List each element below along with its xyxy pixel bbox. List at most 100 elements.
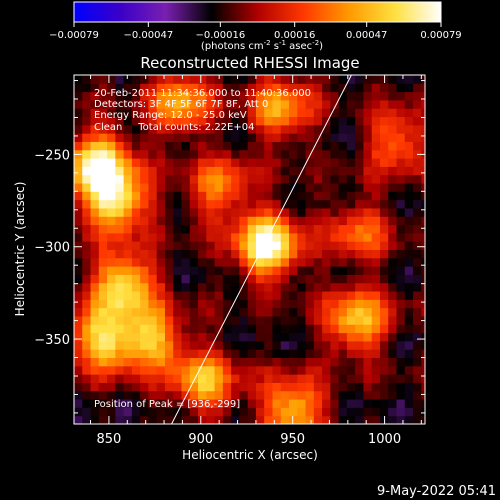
heatmap-cell: [107, 407, 116, 417]
heatmap-cell: [222, 282, 232, 292]
heatmap-cell: [280, 291, 290, 300]
heatmap-cell: [322, 216, 331, 226]
heatmap-cell: [247, 282, 257, 292]
heatmap-cell: [107, 415, 116, 424]
heatmap-cell: [264, 274, 273, 284]
heatmap-cell: [421, 390, 425, 400]
heatmap-cell: [181, 249, 191, 259]
heatmap-cell: [140, 158, 149, 167]
heatmap-cell: [396, 266, 406, 275]
heatmap-cell: [305, 191, 315, 201]
heatmap-cell: [74, 266, 83, 275]
heatmap-cell: [222, 91, 232, 101]
heatmap-cell: [338, 374, 348, 383]
heatmap-cell: [396, 340, 406, 350]
heatmap-cell: [140, 324, 149, 334]
heatmap-cell: [98, 124, 108, 134]
heatmap-cell: [272, 399, 282, 408]
heatmap-cell: [140, 232, 149, 242]
heatmap-cell: [330, 324, 340, 334]
heatmap-cell: [272, 224, 282, 234]
heatmap-cell: [330, 199, 340, 209]
heatmap-cell: [107, 357, 116, 367]
heatmap-cell: [388, 216, 398, 226]
heatmap-cell: [189, 374, 199, 383]
heatmap-cell: [322, 91, 331, 101]
heatmap-cell: [322, 83, 331, 93]
heatmap-cell: [148, 241, 158, 250]
heatmap-cell: [164, 291, 174, 300]
heatmap-cell: [338, 141, 348, 151]
heatmap-cell: [346, 108, 356, 118]
heatmap-cell: [396, 158, 406, 167]
heatmap-cell: [396, 324, 406, 334]
heatmap-cell: [123, 224, 133, 234]
heatmap-cell: [189, 158, 199, 167]
heatmap-cell: [107, 183, 116, 192]
heatmap-cell: [421, 166, 425, 176]
heatmap-cell: [413, 340, 422, 350]
heatmap-cell: [214, 415, 224, 424]
heatmap-cell: [206, 382, 216, 392]
heatmap-cell: [280, 99, 290, 109]
heatmap-cell: [115, 116, 125, 126]
heatmap-cell: [82, 249, 92, 259]
heatmap-cell: [214, 75, 224, 84]
heatmap-cell: [173, 141, 183, 151]
heatmap-cell: [371, 249, 381, 259]
heatmap-cell: [107, 108, 116, 118]
heatmap-cell: [280, 191, 290, 201]
heatmap-cell: [90, 75, 100, 84]
heatmap-cell: [123, 191, 133, 201]
heatmap-cell: [413, 91, 422, 101]
heatmap-cell: [247, 91, 257, 101]
heatmap-cell: [363, 241, 373, 250]
heatmap-cell: [206, 174, 216, 184]
heatmap-cell: [313, 99, 323, 109]
heatmap-cell: [264, 108, 273, 118]
heatmap-cell: [107, 174, 116, 184]
heatmap-cell: [173, 207, 183, 217]
heatmap-cell: [164, 257, 174, 267]
heatmap-cell: [355, 241, 364, 250]
heatmap-cell: [123, 374, 133, 383]
heatmap-cell: [322, 415, 331, 424]
heatmap-cell: [355, 249, 364, 259]
heatmap-cell: [206, 307, 216, 317]
heatmap-cell: [74, 390, 83, 400]
heatmap-cell: [355, 357, 364, 367]
heatmap-cell: [272, 149, 282, 159]
heatmap-cell: [247, 124, 257, 134]
heatmap-cell: [363, 407, 373, 417]
heatmap-cell: [198, 108, 207, 118]
heatmap-cell: [346, 75, 356, 84]
heatmap-cell: [363, 183, 373, 192]
heatmap-cell: [305, 133, 315, 142]
heatmap-cell: [131, 91, 141, 101]
heatmap-cell: [322, 257, 331, 267]
heatmap-cell: [164, 174, 174, 184]
heatmap-cell: [338, 407, 348, 417]
heatmap-cell: [181, 133, 191, 142]
heatmap-cell: [297, 216, 307, 226]
heatmap-cell: [355, 199, 364, 209]
heatmap-cell: [222, 75, 232, 84]
heatmap-cell: [388, 199, 398, 209]
heatmap-cell: [264, 116, 273, 126]
heatmap-cell: [90, 315, 100, 325]
heatmap-cell: [148, 315, 158, 325]
heatmap-cell: [231, 166, 240, 176]
heatmap-cell: [107, 274, 116, 284]
heatmap-cell: [379, 116, 389, 126]
heatmap-cell: [330, 357, 340, 367]
heatmap-cell: [239, 315, 249, 325]
heatmap-cell: [140, 349, 149, 359]
heatmap-cell: [189, 141, 199, 151]
heatmap-cell: [280, 124, 290, 134]
heatmap-cell: [297, 83, 307, 93]
heatmap-cell: [371, 166, 381, 176]
heatmap-cell: [355, 174, 364, 184]
heatmap-cell: [371, 340, 381, 350]
heatmap-cell: [330, 224, 340, 234]
heatmap-cell: [396, 124, 406, 134]
